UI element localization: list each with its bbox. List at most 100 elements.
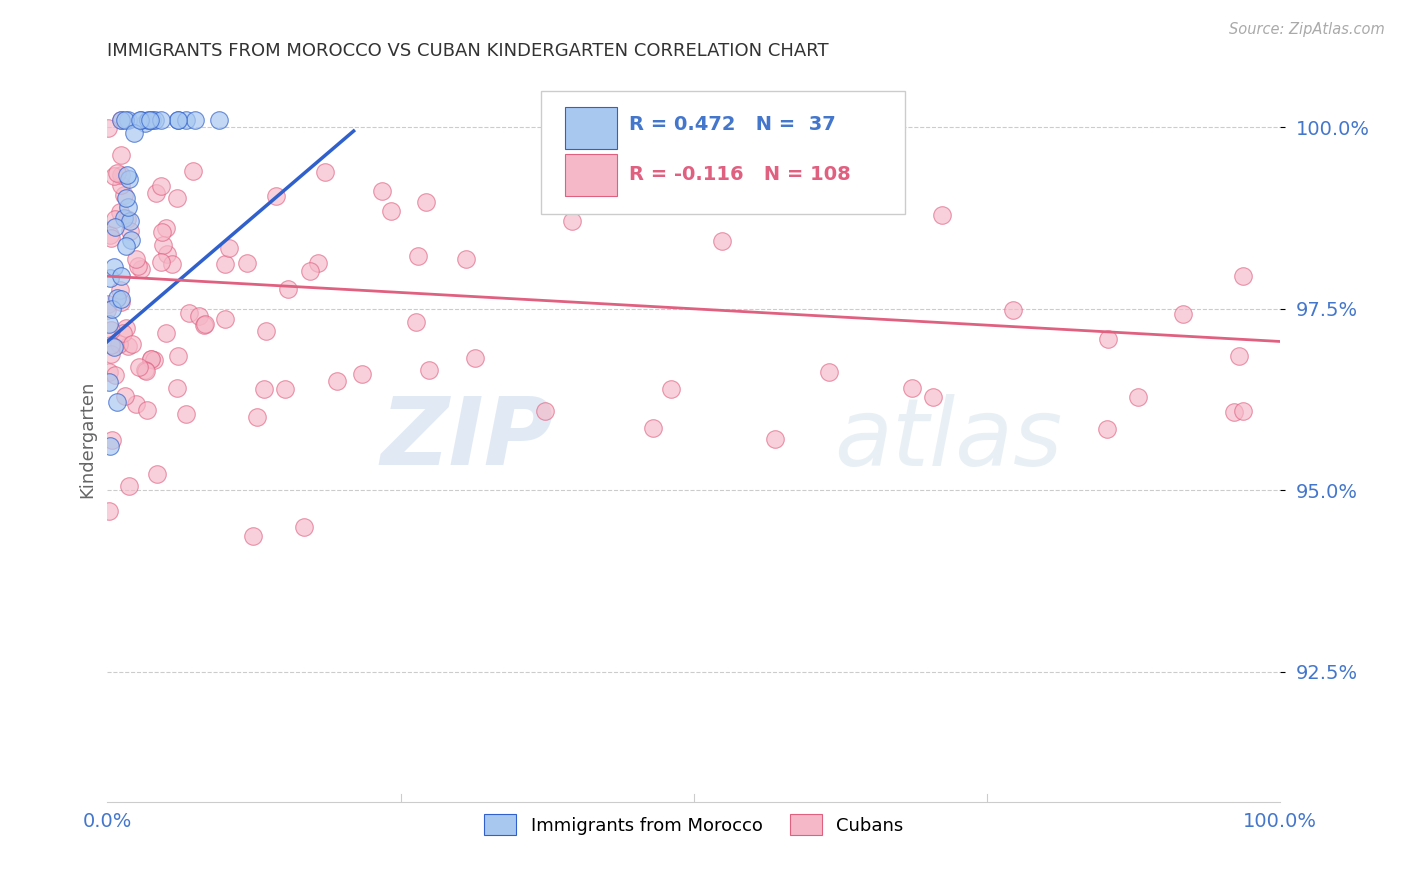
Text: ZIP: ZIP — [380, 393, 553, 485]
Point — [108, 337, 131, 351]
Point — [380, 204, 402, 219]
Point — [97, 120, 120, 135]
Point — [100, 301, 122, 316]
Point — [105, 395, 128, 409]
Text: R = 0.472   N =  37: R = 0.472 N = 37 — [628, 115, 837, 134]
Point — [1173, 307, 1195, 321]
Point — [100, 347, 122, 361]
Point — [135, 364, 157, 378]
Point — [141, 113, 163, 128]
Point — [166, 113, 188, 128]
Point — [100, 337, 122, 351]
Point — [879, 195, 901, 210]
Point — [97, 365, 120, 379]
Point — [350, 367, 373, 381]
Point — [146, 467, 169, 482]
Point — [118, 172, 141, 186]
Point — [143, 113, 166, 128]
Point — [141, 352, 163, 367]
Point — [415, 194, 437, 209]
Point — [98, 439, 121, 453]
Point — [136, 113, 159, 128]
Point — [110, 295, 132, 310]
Point — [135, 403, 157, 417]
Point — [160, 256, 183, 270]
Point — [110, 148, 132, 162]
Point — [103, 340, 125, 354]
Point — [900, 381, 922, 395]
Point — [125, 397, 148, 411]
Point — [124, 126, 146, 140]
Point — [108, 205, 131, 219]
Point — [292, 520, 315, 534]
Point — [1232, 268, 1254, 283]
Point — [408, 249, 430, 263]
Point — [143, 352, 166, 367]
Point — [274, 382, 297, 396]
Point — [710, 234, 733, 248]
Point — [117, 113, 139, 128]
Point — [129, 113, 152, 128]
Text: Source: ZipAtlas.com: Source: ZipAtlas.com — [1229, 22, 1385, 37]
Point — [120, 233, 142, 247]
Point — [115, 168, 138, 182]
Point — [145, 186, 167, 200]
Point — [152, 238, 174, 252]
Point — [242, 529, 264, 543]
Point — [371, 184, 394, 198]
Point — [187, 309, 209, 323]
Point — [307, 256, 329, 270]
Point — [150, 225, 173, 239]
Point — [114, 113, 136, 128]
Point — [454, 252, 477, 266]
Point — [108, 283, 131, 297]
Point — [104, 211, 127, 226]
Point — [114, 320, 136, 334]
Point — [118, 214, 141, 228]
Point — [121, 337, 143, 351]
Y-axis label: Kindergarten: Kindergarten — [79, 381, 96, 498]
Text: IMMIGRANTS FROM MOROCCO VS CUBAN KINDERGARTEN CORRELATION CHART: IMMIGRANTS FROM MOROCCO VS CUBAN KINDERG… — [107, 42, 830, 60]
Point — [103, 260, 125, 274]
Point — [931, 208, 953, 222]
Point — [117, 201, 139, 215]
Point — [117, 338, 139, 352]
Text: atlas: atlas — [834, 394, 1063, 485]
FancyBboxPatch shape — [541, 91, 904, 214]
Point — [783, 113, 806, 128]
Point — [922, 390, 945, 404]
Point — [214, 312, 236, 326]
Point — [134, 116, 156, 130]
Point — [277, 282, 299, 296]
Point — [114, 389, 136, 403]
Point — [534, 404, 557, 418]
Point — [464, 351, 486, 365]
Point — [253, 382, 276, 396]
Point — [156, 247, 179, 261]
Point — [128, 359, 150, 374]
Point — [174, 113, 197, 128]
Point — [112, 188, 135, 202]
Text: R = -0.116   N = 108: R = -0.116 N = 108 — [628, 165, 851, 184]
Point — [208, 113, 231, 128]
Point — [105, 166, 128, 180]
Point — [103, 169, 125, 183]
Point — [97, 317, 120, 331]
Point — [125, 252, 148, 266]
Point — [98, 504, 121, 518]
Point — [118, 223, 141, 237]
Point — [264, 189, 287, 203]
Point — [561, 214, 583, 228]
Point — [236, 256, 259, 270]
Point — [110, 292, 132, 306]
Point — [155, 326, 177, 340]
Point — [177, 306, 200, 320]
Point — [763, 432, 786, 446]
FancyBboxPatch shape — [565, 154, 617, 196]
Point — [167, 349, 190, 363]
Point — [139, 113, 162, 128]
Point — [1232, 404, 1254, 418]
Point — [1095, 422, 1118, 436]
Point — [1227, 349, 1250, 363]
Point — [326, 374, 349, 388]
